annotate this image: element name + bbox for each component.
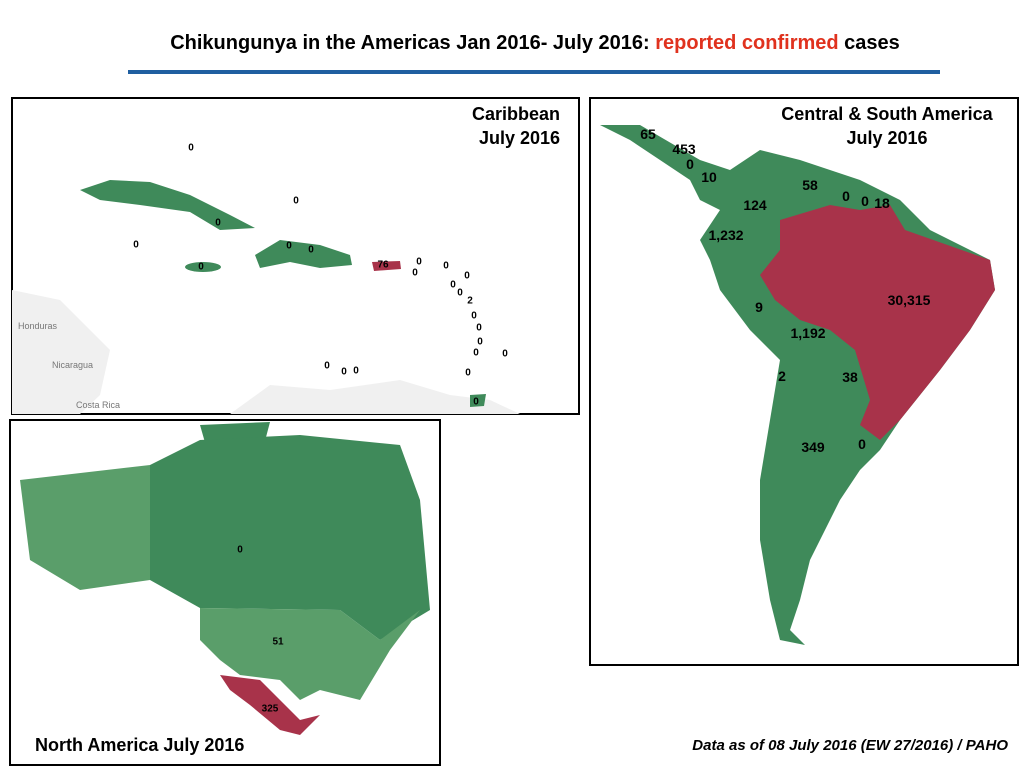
title-highlight: reported confirmed xyxy=(655,32,839,54)
case-label: 76 xyxy=(377,259,389,271)
title-line: Caribbean xyxy=(471,104,560,124)
brazil xyxy=(760,205,995,440)
case-label: 0 xyxy=(464,270,470,282)
case-label: 1,232 xyxy=(708,227,744,243)
trinidad xyxy=(470,394,486,407)
case-label: 0 xyxy=(443,260,449,272)
title-line: Central & South America xyxy=(781,104,993,124)
case-label: 10 xyxy=(701,169,717,185)
central-america-land xyxy=(12,290,110,414)
case-label: 0 xyxy=(237,544,243,556)
case-label: 0 xyxy=(286,240,292,252)
puerto-rico xyxy=(372,261,401,271)
case-label: 9 xyxy=(755,299,763,315)
case-label: 0 xyxy=(324,360,330,372)
case-label: 0 xyxy=(686,156,694,172)
case-label: 453 xyxy=(672,141,696,157)
case-label: 0 xyxy=(412,267,418,279)
case-label: 0 xyxy=(416,256,422,268)
place-name: Nicaragua xyxy=(52,360,94,370)
case-label: 0 xyxy=(215,217,221,229)
case-label: 0 xyxy=(450,279,456,291)
case-label: 1,192 xyxy=(790,325,826,341)
united-states xyxy=(200,608,420,700)
case-label: 0 xyxy=(353,365,359,377)
hispaniola xyxy=(255,240,352,268)
place-name: Honduras xyxy=(18,321,58,331)
case-label: 0 xyxy=(473,396,479,408)
north-america-title: North America July 2016 xyxy=(35,735,245,755)
mexico xyxy=(220,675,320,735)
south-america-title: Central & South America July 2016 xyxy=(757,102,1017,150)
case-label: 58 xyxy=(802,177,818,193)
slide-title: Chikungunya in the Americas Jan 2016- Ju… xyxy=(0,32,1024,55)
title-line: July 2016 xyxy=(478,128,560,148)
case-label: 0 xyxy=(477,336,483,348)
cuba xyxy=(80,180,255,230)
case-label: 0 xyxy=(842,188,850,204)
case-label: 0 xyxy=(858,436,866,452)
title-rule xyxy=(128,70,940,74)
case-label: 0 xyxy=(341,366,347,378)
case-label: 2 xyxy=(467,295,473,307)
place-name: Costa Rica xyxy=(76,400,121,410)
case-label: 0 xyxy=(502,348,508,360)
case-label: 0 xyxy=(473,347,479,359)
case-label: 18 xyxy=(874,195,890,211)
case-label: 0 xyxy=(308,244,314,256)
canada xyxy=(150,435,430,640)
footer-note: Data as of 08 July 2016 (EW 27/2016) / P… xyxy=(692,737,1008,754)
case-label: 0 xyxy=(198,261,204,273)
case-label: 325 xyxy=(261,703,279,715)
case-label: 0 xyxy=(188,142,194,154)
case-label: 0 xyxy=(457,287,463,299)
title-text: Chikungunya in the Americas Jan 2016- Ju… xyxy=(170,32,650,54)
alaska xyxy=(20,465,150,590)
case-label: 0 xyxy=(293,195,299,207)
case-label: 349 xyxy=(801,439,825,455)
caribbean-title: Caribbean July 2016 xyxy=(472,102,560,150)
case-label: 0 xyxy=(861,193,869,209)
case-label: 0 xyxy=(133,239,139,251)
south-america-land xyxy=(230,380,520,414)
title-line: July 2016 xyxy=(846,128,928,148)
case-label: 38 xyxy=(842,369,858,385)
jamaica xyxy=(185,262,221,272)
title-suffix: cases xyxy=(844,32,900,54)
case-label: 124 xyxy=(743,197,767,213)
case-label: 51 xyxy=(272,636,284,648)
case-label: 2 xyxy=(778,368,786,384)
case-label: 30,315 xyxy=(887,292,931,308)
case-label: 0 xyxy=(471,310,477,322)
case-label: 0 xyxy=(465,367,471,379)
case-label: 0 xyxy=(476,322,482,334)
case-label: 65 xyxy=(640,126,656,142)
